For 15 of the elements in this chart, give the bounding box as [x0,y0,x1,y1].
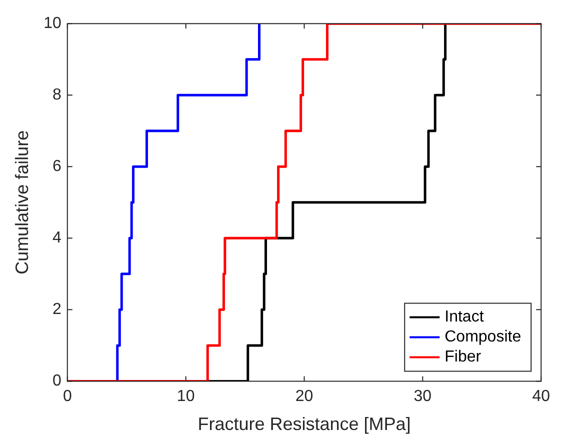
x-tick-label: 10 [176,388,195,406]
legend-label: Fiber [444,348,482,366]
x-tick-label: 20 [295,388,314,406]
x-tick-label: 40 [532,388,550,406]
legend-label: Intact [444,308,484,326]
x-tick-label: 30 [414,388,432,406]
y-axis-title: Cumulative failure [12,130,32,274]
y-tick-label: 10 [44,15,62,32]
y-tick-label: 6 [52,158,62,176]
y-tick-label: 2 [52,301,62,318]
y-tick-label: 4 [52,230,62,247]
legend-label: Composite [444,328,522,346]
y-tick-label: 8 [52,86,62,104]
x-axis-title: Fracture Resistance [MPa] [198,414,411,434]
y-tick-label: 0 [52,372,62,390]
